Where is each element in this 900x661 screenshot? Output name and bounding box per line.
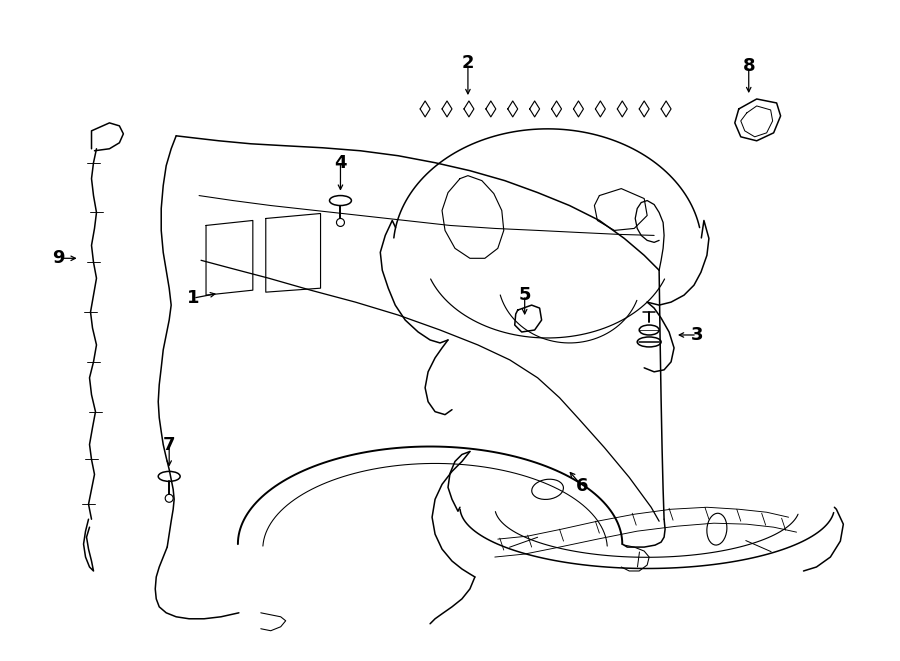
Text: 3: 3 xyxy=(690,326,703,344)
Text: 8: 8 xyxy=(742,57,755,75)
Text: 7: 7 xyxy=(163,436,176,453)
Text: 9: 9 xyxy=(52,249,65,267)
Text: 4: 4 xyxy=(334,154,346,172)
Text: 6: 6 xyxy=(576,477,589,495)
Text: 2: 2 xyxy=(462,54,474,72)
Text: 5: 5 xyxy=(518,286,531,304)
Text: 1: 1 xyxy=(187,289,199,307)
